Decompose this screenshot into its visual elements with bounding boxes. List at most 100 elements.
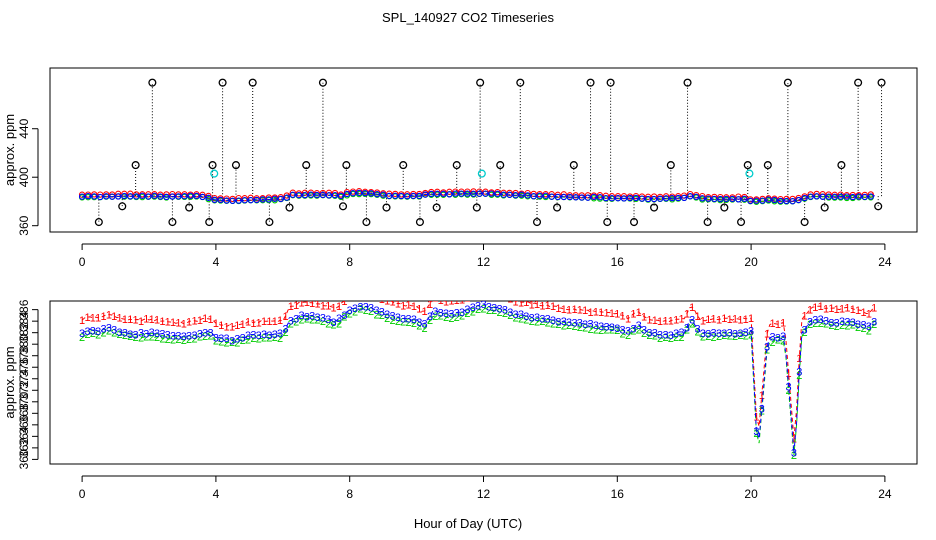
series-3-point: 3 (379, 307, 385, 319)
series-2-point: 2 (315, 314, 321, 326)
series-1-point: 1 (678, 314, 684, 326)
series-2-point: 2 (379, 310, 385, 322)
series-2-point: 2 (293, 316, 299, 328)
series-2-point: 2 (700, 332, 706, 344)
series-2-point: 2 (636, 324, 642, 336)
series-3-point: 3 (668, 330, 674, 342)
series-3-point: 3 (133, 329, 139, 341)
series-3-point (662, 195, 670, 202)
series-2-point: 2 (154, 332, 160, 344)
series-2-point: 2 (213, 336, 219, 348)
series-1-point: 1 (577, 304, 583, 316)
series-3-point: 3 (529, 312, 535, 324)
series-3-point (199, 193, 206, 201)
series-2-point: 2 (432, 311, 438, 323)
series-3-point: 3 (582, 319, 588, 331)
series-3-point (187, 192, 194, 199)
spike-marker (877, 78, 886, 87)
series-3-point: 3 (759, 404, 765, 416)
series-2-point: 2 (641, 328, 647, 340)
series-2-point: 2 (277, 333, 283, 345)
series-3-point: 3 (117, 327, 123, 339)
spike-marker (168, 218, 177, 227)
series-1-point (548, 191, 555, 198)
series-3-point (560, 193, 567, 201)
series-2-point: 2 (646, 330, 652, 342)
series-1-point: 1 (100, 311, 106, 323)
series-3-point: 3 (261, 329, 267, 341)
series-3-point (608, 195, 616, 202)
series-2-point: 2 (732, 331, 738, 343)
series-1-point: 1 (539, 301, 545, 313)
series-3-point (765, 196, 772, 203)
series-3-point: 3 (416, 317, 422, 329)
series-3-point: 3 (293, 313, 299, 325)
series-3-line (82, 192, 875, 203)
series-3-point (825, 193, 832, 200)
series-1-point (235, 194, 242, 202)
series-1-point (452, 188, 459, 195)
series-1-point: 1 (363, 288, 369, 300)
series-3-point (656, 195, 664, 202)
series-3-point (301, 191, 309, 199)
series-2-point: 2 (555, 319, 561, 331)
series-2-point: 2 (513, 313, 519, 325)
series-3-point: 3 (523, 311, 529, 323)
series-1-point (675, 193, 682, 200)
series-1-point: 1 (224, 321, 230, 333)
series-2-point: 2 (818, 318, 824, 330)
series-3-point: 3 (373, 305, 379, 317)
series-2-point: 2 (229, 337, 235, 349)
series-2-point: 2 (288, 319, 294, 331)
series-2-point: 2 (320, 316, 326, 328)
series-2-point: 2 (427, 315, 433, 327)
series-3-point (524, 192, 531, 199)
series-2-point: 2 (100, 328, 106, 340)
bottom-plot-frame (49, 300, 918, 465)
spike-marker (285, 203, 294, 212)
series-1-point: 1 (245, 317, 251, 329)
series-1-point: 1 (218, 320, 224, 332)
series-1-point: 1 (336, 301, 342, 313)
series-3-point: 3 (828, 317, 834, 329)
series-1-point: 1 (127, 314, 133, 326)
series-3-point: 3 (652, 328, 658, 340)
series-3-point (590, 193, 598, 201)
series-1-point: 1 (636, 307, 642, 319)
series-3-point: 3 (347, 305, 353, 317)
series-2-point: 2 (459, 310, 465, 322)
series-2-point: 2 (298, 315, 304, 327)
series-3-point: 3 (561, 316, 567, 328)
series-2-point: 2 (507, 310, 513, 322)
series-2-point: 2 (539, 316, 545, 328)
series-3-point (410, 192, 417, 200)
series-3-point: 3 (566, 317, 572, 329)
series-2-point: 2 (598, 325, 604, 337)
series-3-point (554, 193, 561, 201)
series-2-point: 2 (250, 333, 256, 345)
series-3-point (518, 191, 525, 198)
series-2-point: 2 (529, 316, 535, 328)
series-2-point: 2 (759, 406, 765, 418)
series-3-point (367, 190, 375, 197)
top-plot-frame (49, 67, 918, 233)
series-1-point: 1 (181, 319, 187, 331)
series-3-point: 3 (711, 327, 717, 339)
series-1-point: 1 (470, 289, 476, 301)
series-3-point: 3 (491, 303, 497, 315)
series-3-point: 3 (389, 310, 395, 322)
series-3-point: 3 (159, 329, 165, 341)
series-2-point: 2 (577, 322, 583, 334)
series-1-point: 1 (529, 299, 535, 311)
spike-marker (553, 203, 562, 212)
series-1-point: 1 (684, 309, 690, 321)
series-2-point: 2 (208, 330, 214, 342)
spike-marker (683, 78, 692, 87)
series-1-point: 1 (373, 291, 379, 303)
series-1-point: 1 (293, 300, 299, 312)
series-3-point (530, 193, 537, 200)
series-3-point: 3 (459, 307, 465, 319)
series-3-point: 3 (208, 327, 214, 339)
series-1-point (777, 195, 784, 203)
series-3-point: 3 (748, 325, 754, 337)
